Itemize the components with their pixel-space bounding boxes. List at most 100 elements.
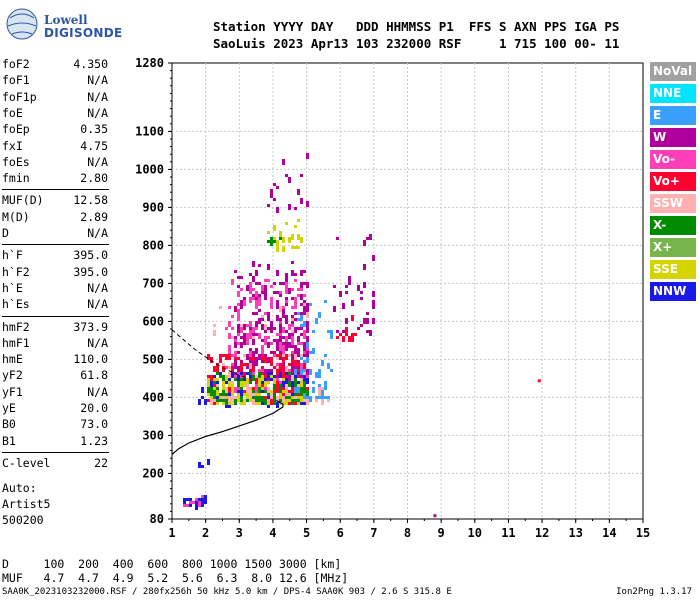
echo-point: [276, 378, 279, 381]
echo-point: [324, 354, 327, 357]
echo-point: [273, 225, 276, 231]
echo-point: [255, 375, 258, 378]
echo-point: [261, 324, 264, 327]
echo-point: [270, 342, 273, 345]
echo-point: [267, 372, 270, 378]
echo-point: [240, 390, 243, 393]
echo-point: [198, 399, 201, 405]
echo-point: [252, 387, 255, 390]
param-separator: [2, 244, 109, 246]
echo-point: [252, 393, 255, 396]
echo-point: [267, 387, 270, 393]
echo-point: [291, 351, 294, 354]
echo-point: [267, 264, 270, 270]
echo-point: [252, 327, 255, 333]
echo-point: [282, 381, 285, 387]
echo-point: [237, 291, 240, 297]
echo-point: [297, 375, 300, 378]
echo-point: [234, 375, 237, 378]
echo-point: [222, 387, 225, 390]
echo-point: [210, 357, 213, 360]
echo-point: [363, 318, 366, 324]
echo-point: [288, 390, 291, 393]
echo-point: [294, 396, 297, 399]
echo-point: [252, 360, 255, 363]
echo-point: [279, 333, 282, 336]
echo-point: [213, 330, 216, 336]
param-row: foF1p N/A: [2, 90, 108, 106]
echo-point: [276, 390, 279, 393]
echo-point: [255, 384, 258, 390]
echo-point: [267, 240, 270, 243]
echo-point: [288, 291, 291, 294]
echo-point: [234, 270, 237, 273]
echo-point: [300, 354, 303, 357]
echo-point: [210, 381, 213, 387]
echo-point: [285, 273, 288, 279]
echo-point: [276, 240, 279, 243]
echo-point: [222, 390, 225, 396]
echo-point: [285, 321, 288, 324]
globe-logo-icon: [6, 8, 38, 40]
echo-point: [300, 327, 303, 330]
echo-point: [294, 303, 297, 309]
echo-point: [297, 294, 300, 297]
echo-point: [267, 231, 270, 234]
echo-point: [252, 333, 255, 336]
echo-point: [297, 348, 300, 351]
echo-point: [213, 384, 216, 387]
param-name: h`F2: [2, 264, 30, 279]
echo-point: [252, 396, 255, 399]
param-name: yE: [2, 401, 16, 415]
echo-point: [204, 495, 207, 498]
param-name: fmin: [2, 171, 30, 186]
echo-point: [267, 399, 270, 402]
echo-point: [264, 390, 267, 393]
echo-point: [273, 339, 276, 342]
echo-point: [276, 354, 279, 357]
echo-point: [291, 393, 294, 396]
echo-point: [306, 351, 309, 357]
echo-point: [282, 159, 285, 165]
echo-point: [303, 348, 306, 351]
echo-point: [213, 369, 216, 372]
echo-point: [330, 330, 333, 336]
echo-point: [267, 204, 270, 207]
echo-point: [288, 342, 291, 348]
echo-point: [291, 330, 294, 333]
y-tick-label: 700: [142, 276, 164, 290]
echo-point: [270, 240, 273, 246]
echo-point: [300, 303, 303, 306]
param-value: 4.75: [80, 138, 108, 153]
echo-point: [291, 339, 294, 345]
echo-point: [249, 387, 252, 390]
echo-point: [306, 327, 309, 333]
echo-point: [315, 399, 318, 402]
echo-point: [249, 330, 252, 333]
echo-point: [261, 327, 264, 330]
echo-point: [351, 333, 354, 336]
echo-point: [288, 396, 291, 399]
echo-point: [234, 309, 237, 312]
echo-point: [243, 333, 246, 339]
echo-point: [300, 396, 303, 399]
echo-point: [312, 387, 315, 393]
echo-point: [276, 270, 279, 276]
echo-point: [306, 312, 309, 318]
echo-point: [210, 393, 213, 396]
echo-point: [276, 363, 279, 366]
echo-point: [315, 318, 318, 324]
param-value: 1.23: [80, 433, 108, 448]
echo-point: [282, 348, 285, 354]
echo-point: [252, 366, 255, 369]
echo-point: [294, 387, 297, 393]
echo-point: [237, 276, 240, 279]
x-tick-label: 1: [168, 526, 175, 540]
echo-point: [285, 339, 288, 342]
x-tick-label: 14: [602, 526, 616, 540]
echo-point: [249, 282, 252, 288]
legend-item: Vo+: [650, 172, 696, 191]
echo-point: [267, 279, 270, 282]
param-value: 12.58: [73, 193, 108, 208]
echo-point: [252, 261, 255, 267]
